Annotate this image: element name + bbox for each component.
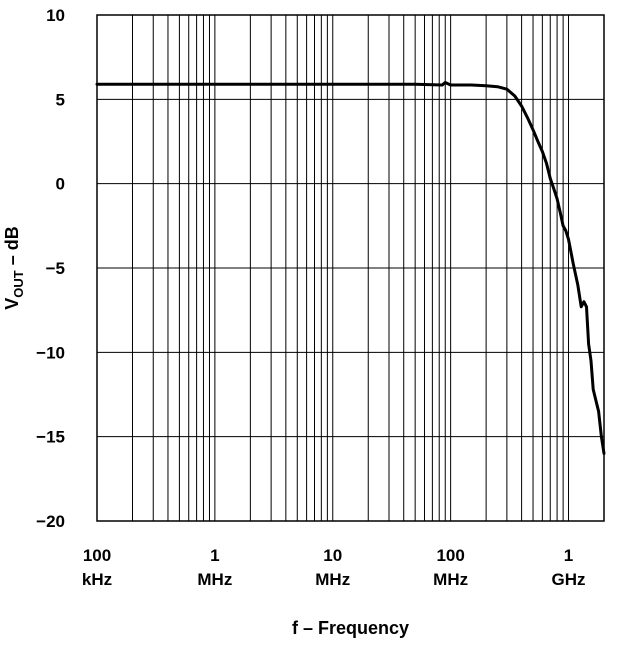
plot-frame (96, 14, 605, 522)
x-axis-title: f – Frequency (292, 618, 409, 638)
x-tick-unit-label: MHz (433, 570, 468, 589)
y-tick-label: 0 (56, 175, 65, 194)
y-axis-title-main: V (2, 298, 22, 310)
x-tick-label: 10 (323, 546, 342, 565)
y-tick-label: −15 (36, 428, 65, 447)
x-tick-label: 100 (436, 546, 464, 565)
series-layer (95, 81, 606, 455)
x-tick-unit-label: GHz (552, 570, 586, 589)
x-tick-labels: 100 kHz 1 MHz 10 MHz 100 MHz 1 GHz (82, 546, 586, 589)
x-tick-label: 100 (83, 546, 111, 565)
y-axis-title-subscript: OUT (11, 270, 26, 298)
y-tick-labels: 10 5 0 −5 −10 −15 −20 (36, 6, 65, 531)
y-tick-label: 5 (56, 90, 65, 109)
y-tick-label: −5 (46, 259, 65, 278)
y-tick-label: −20 (36, 512, 65, 531)
y-axis-title: VOUT – dB (2, 226, 26, 309)
y-axis-title-unit: – dB (2, 226, 22, 270)
x-tick-unit-label: MHz (315, 570, 350, 589)
x-tick-label: 1 (210, 546, 219, 565)
x-tick-unit-label: MHz (197, 570, 232, 589)
x-tick-label: 1 (564, 546, 573, 565)
series-line (95, 81, 606, 455)
grid (97, 15, 604, 521)
y-tick-label: 10 (46, 6, 65, 25)
y-tick-label: −10 (36, 343, 65, 362)
x-tick-unit-label: kHz (82, 570, 112, 589)
